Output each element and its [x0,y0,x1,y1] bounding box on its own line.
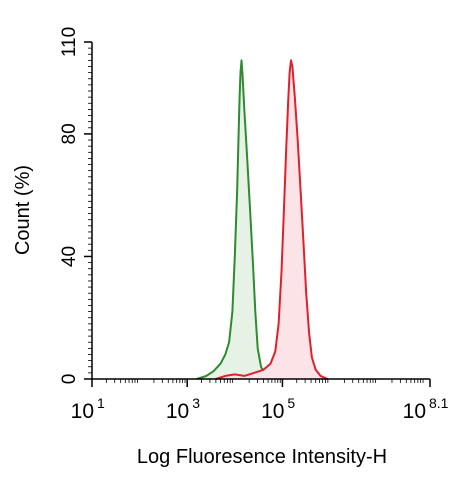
y-axis-label: Count (%) [12,165,34,255]
x-axis-label: Log Fluoresence Intensity-H [137,446,387,468]
y-tick-label: 40 [59,246,80,267]
y-tick-label: 80 [59,123,80,144]
x-tick-label-exponent: 8.1 [429,395,449,411]
x-tick-label-base: 10 [403,400,426,423]
y-tick-label: 0 [59,374,80,385]
series-1-line [196,59,274,380]
x-tick-label-base: 10 [261,400,284,423]
x-tick-label-base: 10 [71,400,94,423]
x-tick-label-exponent: 5 [287,395,295,411]
x-tick-label-base: 10 [166,400,189,423]
axis-ticks [84,41,431,387]
series-2-area [215,60,328,380]
series-2-line [215,59,329,380]
y-tick-label: 110 [59,27,80,57]
x-tick-label-exponent: 3 [192,395,200,411]
x-tick-label-exponent: 1 [97,395,105,411]
series-1-area [196,60,273,380]
plot-frame [91,42,430,380]
series-layer [196,59,329,380]
